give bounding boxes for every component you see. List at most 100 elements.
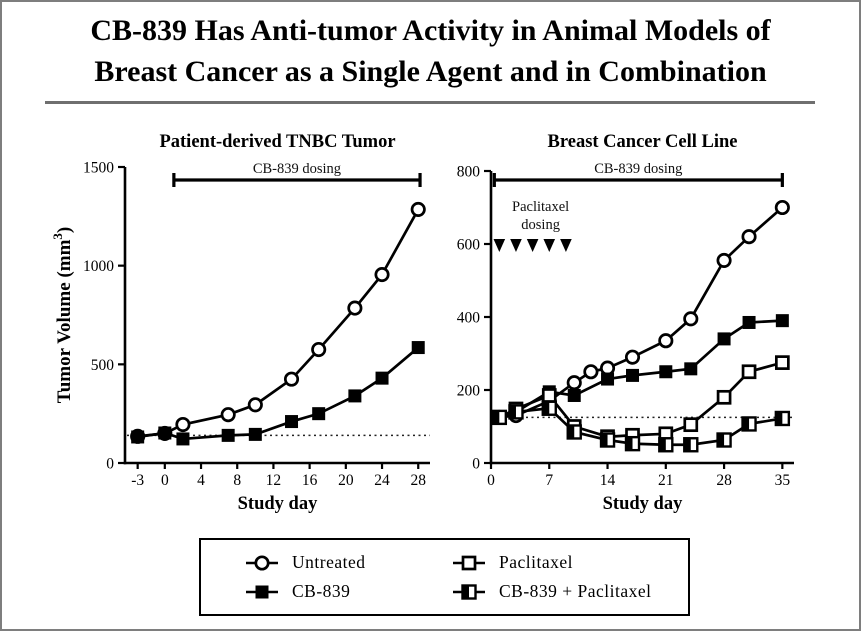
slide-title: CB-839 Has Anti-tumor Activity in Animal…: [2, 10, 859, 92]
square-filled-icon: [348, 389, 362, 403]
circle-open-icon: [254, 554, 270, 571]
y-tick-label: 500: [91, 357, 115, 374]
circle-open-icon: [599, 360, 616, 376]
square-filled-icon: [659, 365, 673, 379]
legend-item-cb839: CB-839: [245, 581, 452, 602]
marker-square-filled: [601, 372, 615, 386]
marker-circle-open: [599, 360, 616, 376]
square-half-fill: [509, 405, 516, 419]
marker-square-filled: [285, 415, 299, 429]
circle-open-icon: [624, 349, 641, 365]
marker-circle-open: [247, 397, 263, 413]
circle-open-icon: [247, 397, 263, 413]
dose-arrow-icon: [493, 239, 506, 252]
legend-item-paclitaxel: Paclitaxel: [452, 552, 682, 573]
square-filled-icon: [567, 388, 581, 402]
untreated-marker-icon: [245, 554, 279, 572]
slide-title-line1: CB-839 Has Anti-tumor Activity in Animal…: [90, 14, 771, 47]
circle-open-icon: [774, 199, 790, 216]
marker-circle-open: [175, 416, 191, 433]
square-filled-icon: [411, 341, 425, 355]
x-tick-label: 16: [302, 472, 318, 489]
square-half-fill: [684, 438, 691, 452]
chart-title: Breast Cancer Cell Line: [548, 132, 738, 152]
marker-circle-open: [741, 229, 757, 245]
x-tick-label: 8: [233, 472, 241, 489]
x-tick-label: 20: [338, 472, 354, 489]
marker-circle-open: [220, 407, 236, 423]
chart-title: Patient-derived TNBC Tumor: [159, 132, 395, 152]
marker-square-half: [741, 416, 757, 432]
x-axis-title: Study day: [603, 494, 683, 514]
circle-open-icon: [410, 201, 426, 217]
circle-open-icon: [347, 300, 363, 316]
marker-square-filled: [255, 585, 269, 598]
cb839-paclitaxel-marker-icon: [452, 583, 486, 601]
marker-circle-open: [283, 371, 300, 387]
marker-circle-open: [683, 311, 699, 327]
marker-square-half: [541, 400, 557, 416]
legend-marker-glyph: [246, 585, 278, 598]
marker-circle-open: [658, 333, 674, 349]
marker-square-open: [683, 417, 699, 433]
circle-open-icon: [311, 341, 327, 358]
marker-square-half: [491, 409, 508, 426]
square-open-icon: [716, 389, 732, 405]
square-half-fill: [659, 438, 666, 452]
dosing-bracket: CB-839 dosing: [492, 161, 784, 187]
square-filled-icon: [626, 368, 640, 382]
legend: Untreated Paclitaxel CB-839 CB-839 + Pac…: [199, 538, 690, 616]
square-half-fill: [601, 433, 608, 447]
marker-circle-open: [716, 252, 732, 268]
series-untreated: [491, 199, 790, 425]
cb839-marker-icon: [245, 583, 279, 601]
y-tick-label: 800: [457, 164, 481, 181]
y-axis-title: Tumor Volume (mm3): [50, 227, 75, 403]
marker-square-half: [566, 424, 582, 440]
x-tick-label: 0: [487, 472, 495, 489]
marker-square-half: [508, 404, 524, 420]
series-line: [137, 208, 420, 438]
marker-circle-open: [254, 554, 270, 571]
marker-square-filled: [131, 430, 145, 444]
circle-open-icon: [283, 371, 300, 387]
marker-square-filled: [775, 314, 789, 328]
square-filled-icon: [375, 371, 389, 385]
chart-tnbc-plot: Patient-derived TNBC Tumor -3 0 4 8 12 16 20 24 2…: [50, 132, 430, 514]
marker-square-filled: [742, 315, 756, 329]
marker-circle-open: [311, 341, 327, 358]
y-tick-label: 400: [457, 310, 481, 327]
marker-square-filled: [411, 341, 425, 355]
marker-square-filled: [248, 427, 262, 441]
y-tick-label: 1000: [83, 258, 114, 275]
marker-square-open: [541, 388, 557, 403]
marker-square-filled: [176, 432, 190, 446]
square-half-fill: [492, 410, 500, 424]
legend-item-untreated: Untreated: [245, 552, 452, 573]
marker-square-open: [774, 355, 790, 370]
dose-arrow-icon: [543, 239, 556, 252]
series-line: [137, 346, 420, 441]
marker-square-half: [716, 432, 732, 448]
dosing-bracket-label: CB-839 dosing: [253, 161, 341, 177]
title-divider: [45, 101, 815, 104]
y-tick-label: 600: [457, 237, 481, 254]
chart-tnbc: Patient-derived TNBC Tumor -3 0 4 8 12 16 20 24 2…: [30, 120, 452, 522]
square-filled-icon: [248, 427, 262, 441]
marker-square-filled: [659, 365, 673, 379]
square-open-icon: [541, 388, 557, 403]
dose-arrow-icon: [560, 239, 572, 252]
square-filled-icon: [717, 332, 731, 346]
marker-square-filled: [626, 368, 640, 382]
dosing-bracket: CB-839 dosing: [172, 161, 422, 187]
circle-open-icon: [741, 229, 757, 245]
square-filled-icon: [775, 314, 789, 328]
x-tick-label: 0: [161, 472, 169, 489]
paclitaxel-dosing: Paclitaxel dosing: [493, 199, 572, 252]
square-half-fill: [567, 425, 575, 439]
marker-circle-open: [583, 364, 599, 380]
x-tick-label: 4: [197, 472, 205, 489]
y-tick-label: 0: [472, 456, 480, 473]
x-tick-label: 12: [266, 472, 282, 489]
